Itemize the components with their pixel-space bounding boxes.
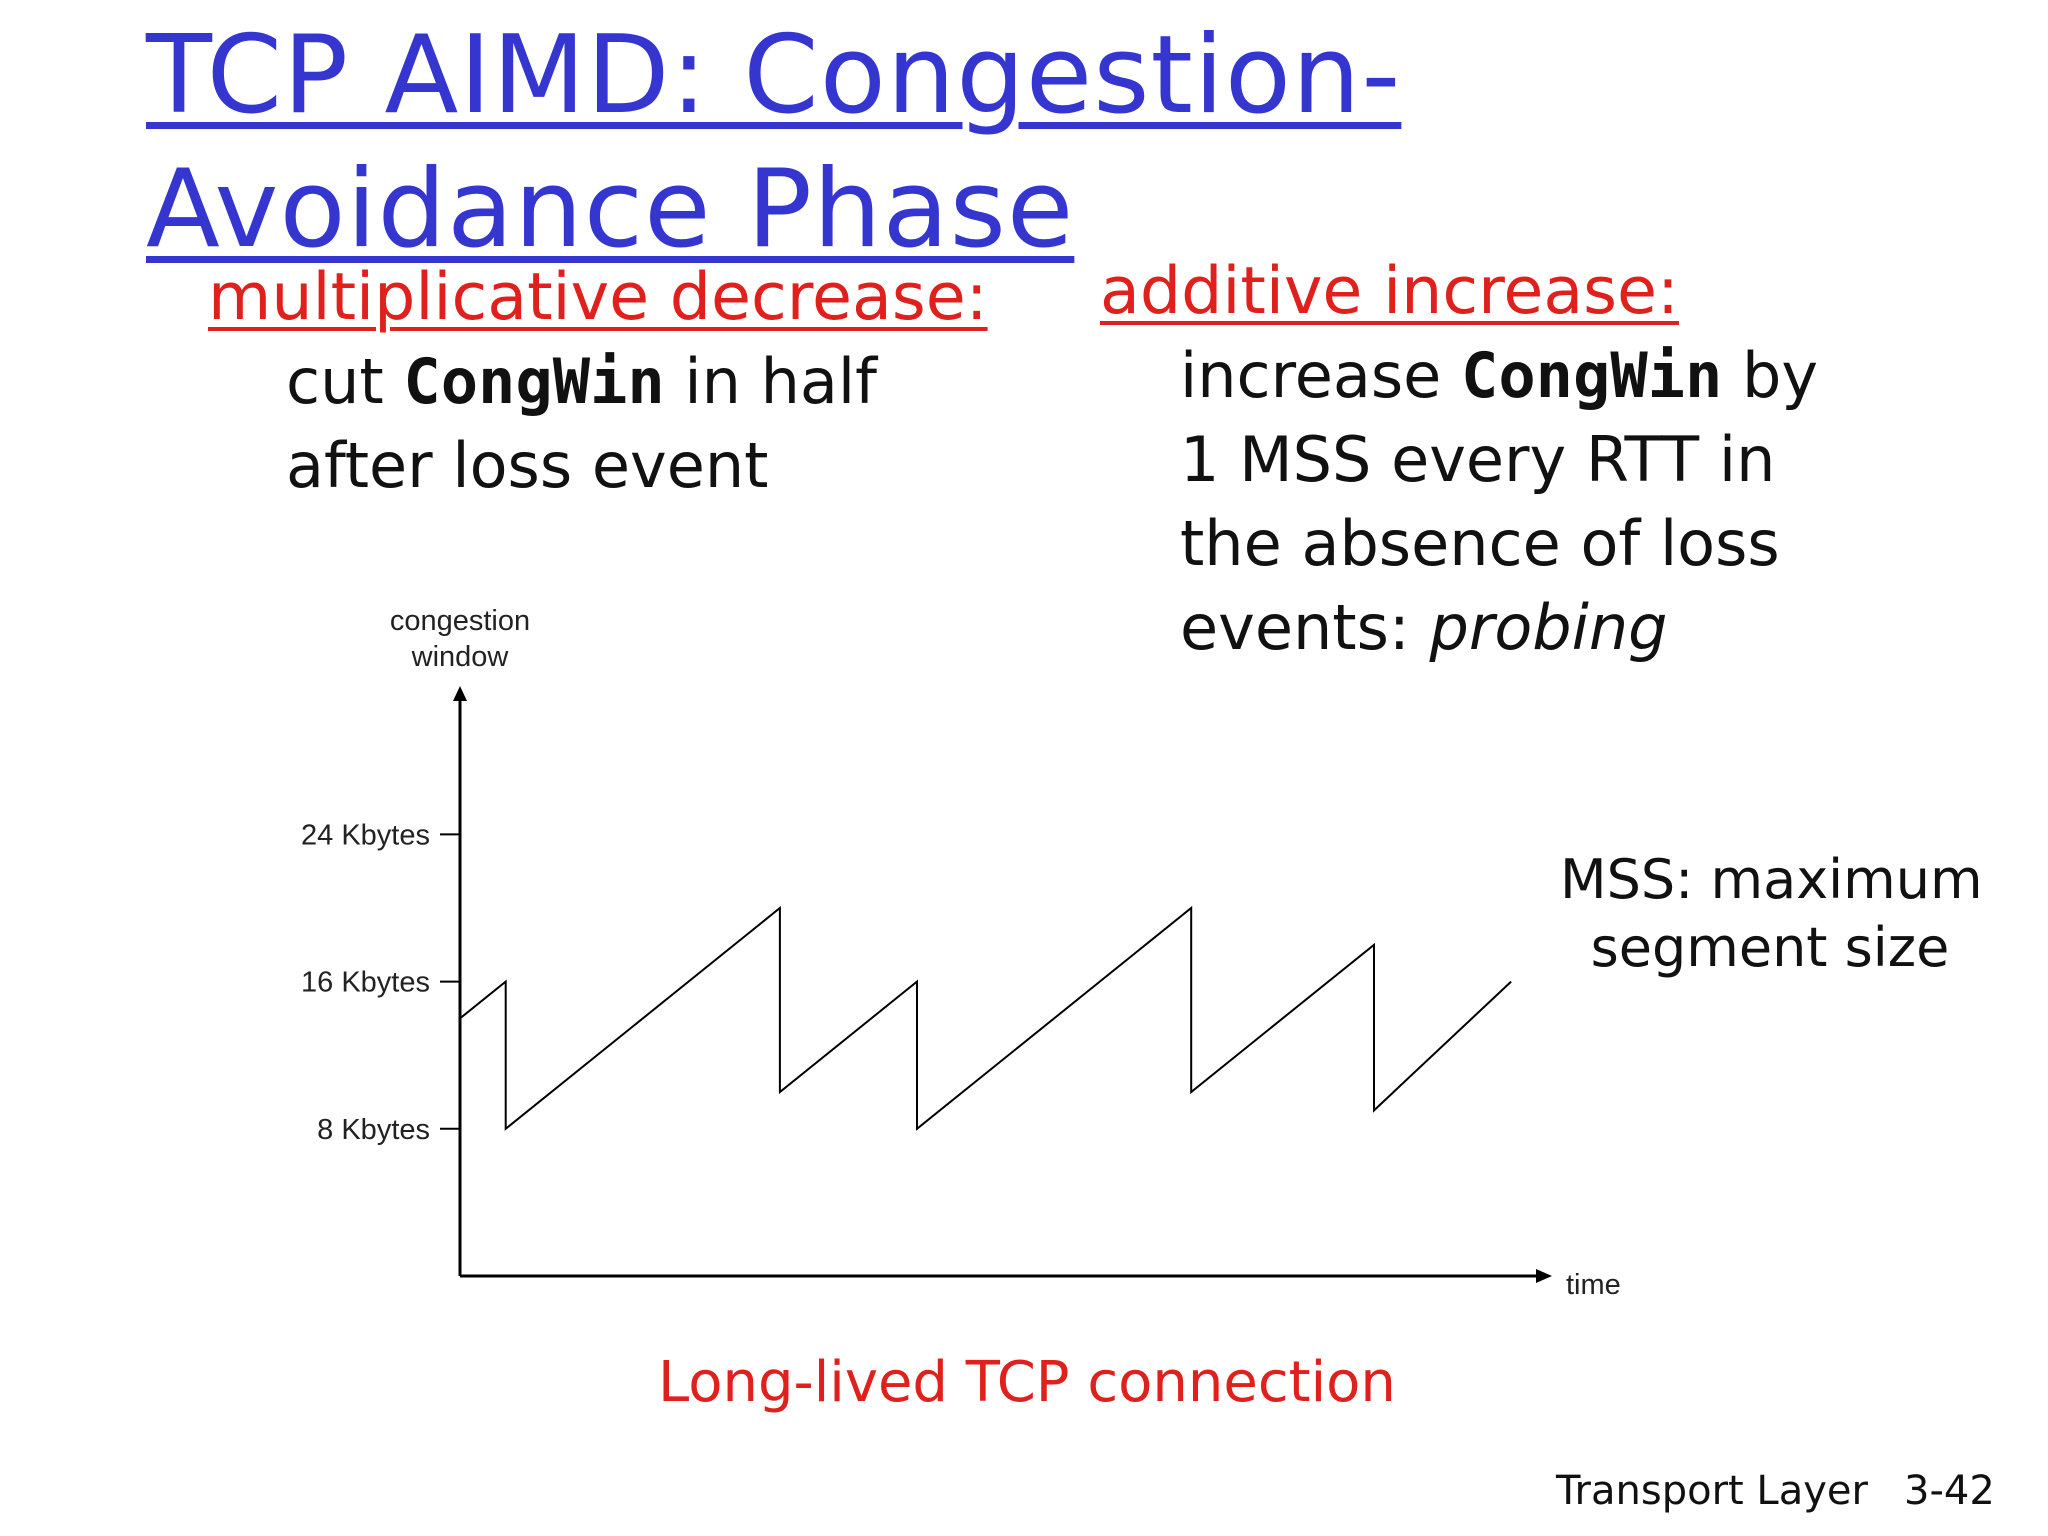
y-ticks-group: 8 Kbytes 16 Kbytes 24 Kbytes — [301, 819, 460, 1146]
ai-line1-post: by — [1722, 339, 1819, 412]
md-line1-post: in half — [664, 345, 877, 418]
ai-line1-pre: increase — [1180, 339, 1462, 412]
ai-probing-text: probing — [1429, 591, 1668, 664]
additive-increase-heading: additive increase: — [1100, 254, 1679, 329]
multiplicative-decrease-heading: multiplicative decrease: — [208, 260, 988, 335]
multiplicative-decrease-line1: cut CongWin in half — [286, 340, 877, 424]
y-axis-label-line1: congestion — [390, 605, 530, 637]
x-axis-label: time — [1566, 1269, 1621, 1301]
additive-increase-line4: events: probing — [1180, 586, 1668, 670]
additive-increase-line2: 1 MSS every RTT in — [1180, 423, 1776, 496]
chart-caption: Long-lived TCP connection — [658, 1350, 1396, 1415]
md-line1-pre: cut — [286, 345, 404, 418]
multiplicative-decrease-line2: after loss event — [286, 429, 769, 502]
ai-line4-pre: events: — [1180, 591, 1430, 664]
mss-note-line2: segment size — [1590, 916, 1950, 979]
congestion-window-series-line — [459, 905, 1512, 1131]
md-congwin-code: CongWin — [403, 345, 665, 418]
additive-increase-line3: the absence of loss — [1180, 507, 1780, 580]
footer-section-label: Transport Layer — [1556, 1468, 1868, 1514]
series-group — [459, 905, 1512, 1131]
x-axis-arrow — [1536, 1269, 1552, 1283]
y-tick-label: 24 Kbytes — [301, 819, 430, 851]
footer-page-number: 3-42 — [1904, 1468, 1995, 1514]
slide-title-line2: Avoidance Phase — [146, 147, 1075, 272]
y-tick-label: 16 Kbytes — [301, 967, 430, 999]
slide-title-line1: TCP AIMD: Congestion- — [146, 13, 1402, 138]
y-axis-label-line2: window — [411, 641, 510, 673]
additive-increase-line1: increase CongWin by — [1180, 334, 1818, 418]
ai-congwin-code: CongWin — [1461, 339, 1723, 412]
y-tick-label: 8 Kbytes — [317, 1114, 430, 1146]
y-axis-arrow — [453, 686, 467, 701]
mss-note-line1: MSS: maximum — [1560, 848, 1983, 911]
mss-note: MSS: maximum segment size — [1560, 846, 1983, 982]
